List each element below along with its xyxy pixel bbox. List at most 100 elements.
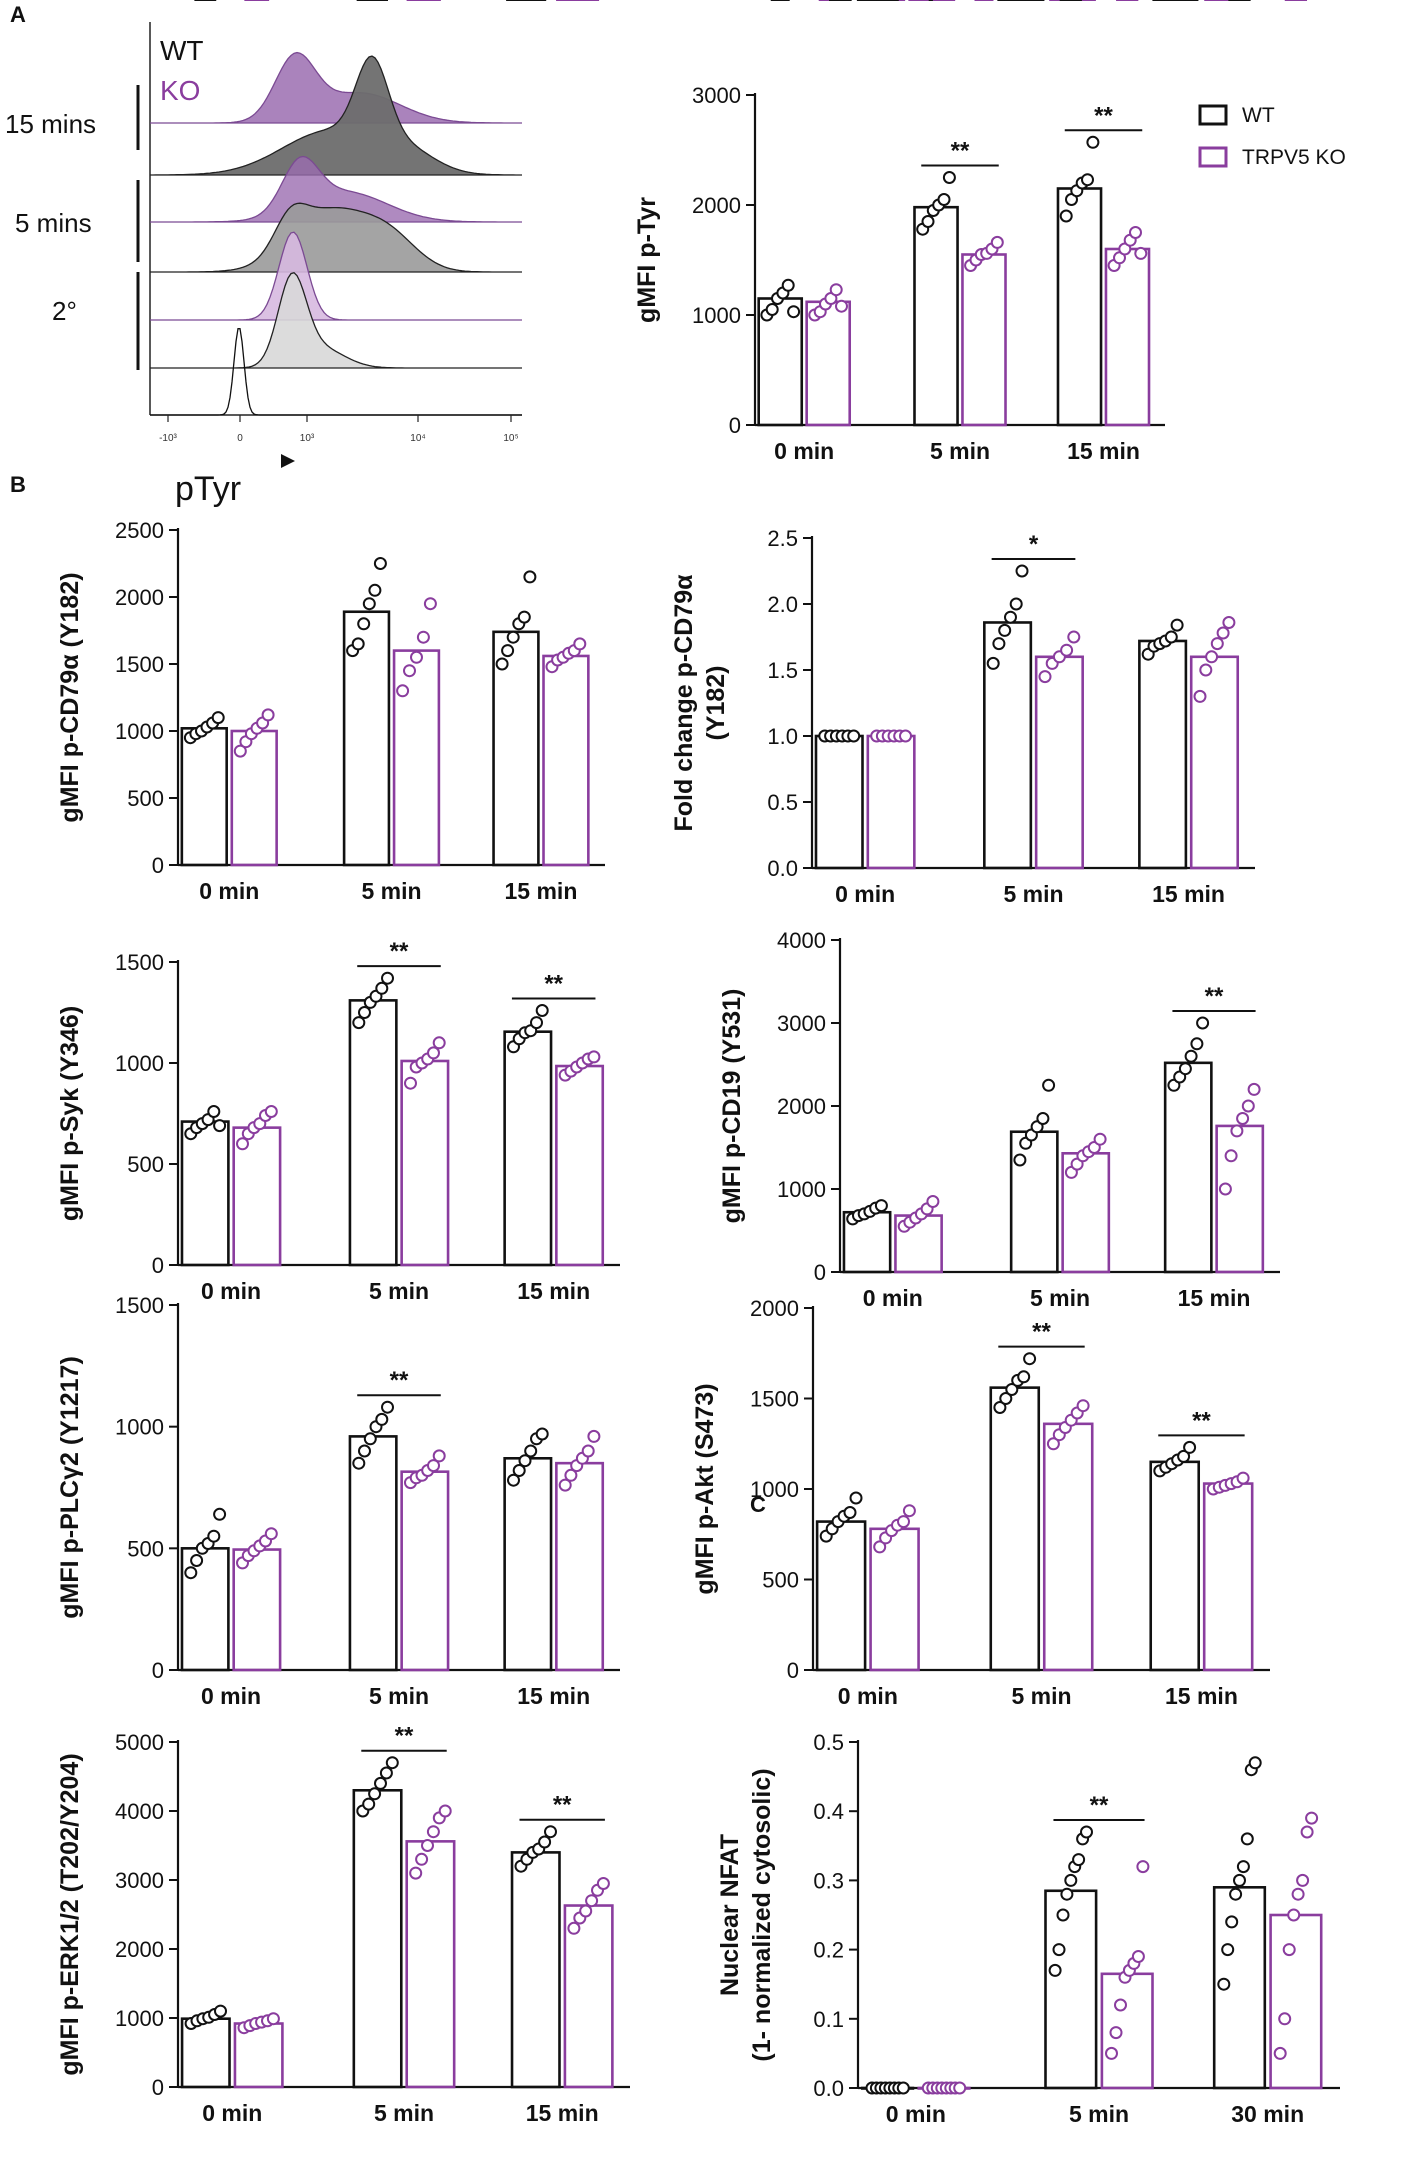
chart-plc-point-1-2-0 (558, 1478, 572, 1492)
chart-nfat-point-0-1-2 (1056, 1908, 1070, 1922)
chart-ptyr-x-tick-label-0: 0 min (774, 438, 834, 464)
chart-akt-y-tick-label-3: 1500 (750, 1387, 799, 1412)
histogram-curve-5 (150, 271, 522, 369)
chart-cd19-x-tick-label-0: 0 min (863, 1285, 923, 1311)
chart-cd79-point-1-2-5 (573, 637, 587, 651)
chart-erk-y-tick-label-5: 5000 (115, 1730, 164, 1755)
chart-cd19-point-0-1-4 (1036, 1112, 1050, 1125)
chart-cd79-bar-wt-1 (342, 610, 391, 867)
histogram-x-tick-label-4: 10⁵ (503, 433, 518, 444)
chart-plc-point-0-2-3 (524, 1444, 538, 1458)
chart-fold-y-tick-label-0: 0.0 (767, 856, 798, 881)
chart-akt-x-tick-label-1: 5 min (1011, 1683, 1071, 1709)
chart-cd79-point-0-1-4 (368, 583, 382, 597)
chart-cd19-x-tick-label-2: 15 min (1178, 1285, 1251, 1311)
chart-syk-y-tick-label-0: 0 (152, 1253, 164, 1278)
chart-ptyr-y-axis-label-0: gMFI p-Tyr (633, 197, 661, 323)
chart-erk-point-1-0-5 (266, 2012, 280, 2026)
chart-plc-y-tick-label-1: 500 (127, 1536, 164, 1561)
chart-ptyr-bar-ko-1 (961, 253, 1007, 427)
chart-erk-y-axis-label-0: gMFI p-ERK1/2 (T202/Y204) (56, 1753, 84, 2075)
chart-nfat-point-1-1-0 (1105, 2046, 1118, 2060)
chart-plc-point-1-0-5 (264, 1527, 278, 1541)
chart-plc-point-1-2-5 (587, 1429, 601, 1443)
chart-cd79-point-0-1-5 (373, 557, 387, 570)
chart-erk-point-0-1-5 (385, 1756, 399, 1770)
chart-erk-point-0-1-1 (362, 1797, 376, 1811)
chart-plc-bar-wt-2 (503, 1457, 553, 1672)
chart-syk-point-0-1-4 (375, 981, 389, 995)
chart-fold-point-0-0-5 (847, 729, 861, 743)
chart-ptyr-point-0-1-5 (942, 171, 956, 184)
chart-syk-point-0-0-5 (213, 1119, 227, 1133)
chart-syk-y-tick-label-2: 1000 (115, 1051, 164, 1076)
chart-nfat-bar-wt-2 (1212, 1886, 1267, 2090)
chart-erk-point-1-2-3 (585, 1894, 599, 1908)
chart-nfat-point-0-1-1 (1052, 1943, 1066, 1957)
chart-akt-point-0-2-4 (1177, 1449, 1191, 1463)
chart-nfat-point-0-0-7 (896, 2081, 910, 2095)
chart-cd19-point-1-2-0 (1218, 1182, 1232, 1196)
histogram-curve-4 (150, 231, 522, 321)
chart-ptyr-point-1-0-4 (829, 283, 843, 297)
histogram-curve-2 (150, 155, 522, 223)
chart-erk-point-0-1-2 (368, 1787, 382, 1801)
chart-nfat-point-1-2-1 (1278, 2012, 1292, 2026)
chart-nfat-point-0-1-8 (1080, 1825, 1093, 1839)
chart-cd19-point-1-2-1 (1224, 1149, 1238, 1163)
chart-cd79-point-0-2-1 (501, 644, 515, 658)
chart-erk-point-0-1-4 (379, 1766, 393, 1780)
chart-plc-y-tick-label-0: 0 (152, 1658, 164, 1683)
chart-plc-point-0-1-5 (381, 1400, 394, 1414)
chart-fold-y-tick-label-3: 1.5 (767, 658, 798, 683)
chart-plc-point-1-2-4 (581, 1444, 595, 1458)
chart-cd79-point-1-1-0 (396, 684, 410, 698)
chart-ptyr-bar-ko-2 (1104, 247, 1151, 427)
chart-akt-y-tick-label-2: 1000 (750, 1477, 799, 1502)
chart-cd19-point-1-2-3 (1236, 1112, 1250, 1125)
chart-cd79-point-1-1-1 (403, 664, 416, 678)
chart-nfat-y-tick-label-2: 0.2 (813, 1938, 844, 1963)
chart-fold-point-0-2-4 (1164, 630, 1178, 644)
chart-erk-point-0-2-5 (544, 1825, 557, 1839)
histogram-x-tick-label-3: 10⁴ (410, 433, 425, 444)
chart-fold-point-1-2-3 (1210, 637, 1224, 651)
chart-fold-y-tick-label-1: 0.5 (767, 790, 798, 815)
chart-fold-point-0-1-2 (998, 623, 1012, 637)
chart-cd79-x-tick-label-1: 5 min (361, 878, 421, 904)
chart-fold-point-0-1-1 (992, 637, 1006, 651)
chart-fold-point-1-1-4 (1067, 630, 1081, 644)
chart-nfat-point-0-2-5 (1236, 1860, 1250, 1874)
chart-cd19-bar-ko-2 (1215, 1124, 1265, 1274)
histogram-x-tick-label-2: 10³ (300, 433, 315, 444)
chart-erk-sig-label-0: ** (395, 1723, 414, 1750)
chart-nfat-point-1-0-7 (953, 2081, 967, 2095)
chart-cd79-y-tick-label-2: 1000 (115, 719, 164, 744)
histogram-x-tick-label-1: 0 (237, 433, 243, 444)
chart-nfat-point-1-1-7 (1136, 1860, 1150, 1874)
chart-syk-point-0-2-4 (530, 1016, 543, 1030)
chart-ptyr-point-1-2-4 (1129, 226, 1142, 239)
chart-nfat-point-1-1-2 (1114, 1998, 1127, 2012)
chart-cd79-point-1-1-3 (416, 630, 430, 644)
chart-erk-x-tick-label-2: 15 min (526, 2100, 599, 2126)
chart-plc-x-tick-label-1: 5 min (369, 1683, 429, 1709)
histogram-legend-ko: KO (160, 75, 200, 106)
chart-fold-sig-label-0: * (1029, 531, 1039, 558)
chart-ptyr-legend-swatch-1 (1198, 146, 1228, 168)
chart-akt-point-0-0-5 (849, 1491, 863, 1505)
chart-nfat-point-0-1-0 (1048, 1963, 1062, 1977)
histogram-legend-wt: WT (160, 35, 204, 66)
chart-nfat-point-0-2-1 (1221, 1943, 1235, 1957)
chart-ptyr-y-tick-label-1: 1000 (692, 303, 741, 328)
chart-nfat-point-1-2-7 (1305, 1811, 1319, 1825)
chart-fold-x-tick-label-0: 0 min (835, 881, 895, 907)
histogram-row-label-1: 5 mins (15, 208, 92, 238)
chart-cd79-y-axis-label-0: gMFI p-CD79α (Y182) (56, 572, 84, 822)
chart-nfat-point-1-1-1 (1109, 2026, 1123, 2040)
chart-syk-x-tick-label-2: 15 min (517, 1278, 590, 1304)
chart-cd19-point-1-2-2 (1230, 1124, 1244, 1138)
chart-nfat-y-tick-label-5: 0.5 (813, 1730, 844, 1755)
chart-erk-point-1-1-1 (415, 1852, 429, 1866)
chart-cd19-point-0-2-5 (1196, 1016, 1210, 1030)
